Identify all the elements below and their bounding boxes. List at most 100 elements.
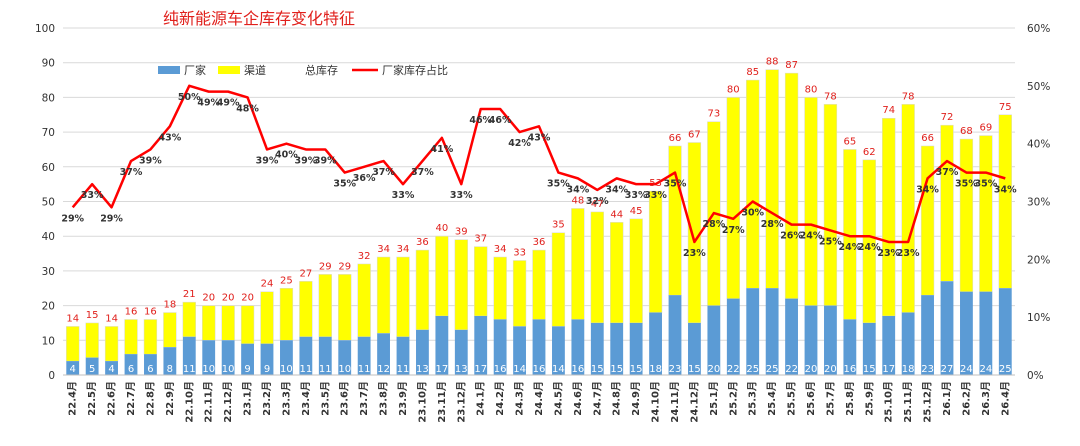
ratio-label: 37%: [372, 167, 395, 178]
bar-factory: [590, 322, 604, 375]
bar-channel: [746, 79, 760, 289]
x-tick-label: 25.8月: [844, 381, 856, 416]
total-label: 62: [863, 147, 876, 158]
y-left-tick-label: 90: [42, 58, 55, 70]
bar-channel: [998, 114, 1012, 289]
factory-label: 15: [863, 364, 876, 375]
y-left-tick-label: 30: [42, 266, 55, 278]
ratio-label: 33%: [625, 190, 648, 201]
y-axis-right: 0% 10% 20% 30% 40% 50% 60%: [1027, 23, 1050, 382]
factory-label: 23: [669, 364, 682, 375]
legend-label-factory: 厂家: [184, 63, 206, 77]
total-label: 25: [280, 275, 293, 286]
x-tick-label: 24.7月: [591, 381, 603, 416]
factory-label: 16: [494, 364, 507, 375]
factory-label: 17: [474, 364, 487, 375]
bar-factory: [338, 340, 352, 375]
ratio-line: [71, 84, 1006, 244]
factory-label: 22: [727, 364, 740, 375]
bar-factory: [726, 298, 740, 375]
bars: [66, 69, 1012, 375]
y-left-tick-label: 20: [42, 301, 55, 313]
bar-channel: [163, 312, 177, 348]
ratio-label: 23%: [877, 248, 900, 259]
bar-factory: [843, 319, 857, 375]
bar-factory: [862, 322, 876, 375]
bar-factory: [921, 295, 934, 375]
bar-channel: [532, 249, 546, 320]
factory-label: 16: [843, 364, 856, 375]
y-axis-left: 0 10 20 30 40 50 60 70 80 90 100: [35, 23, 55, 382]
y-left-tick-label: 50: [42, 197, 55, 209]
factory-label: 9: [244, 364, 250, 375]
bar-channel: [590, 211, 604, 324]
bar-factory: [629, 322, 643, 375]
ratio-label: 24%: [858, 242, 881, 253]
ratio-label: 29%: [61, 213, 84, 224]
total-label: 14: [105, 313, 118, 324]
legend-label-total: 总库存: [305, 63, 338, 77]
ratio-label: 35%: [974, 179, 997, 190]
y-right-tick-label: 10%: [1027, 312, 1050, 324]
factory-label: 11: [319, 364, 332, 375]
bar-factory: [241, 343, 254, 375]
bar-channel: [454, 239, 468, 331]
factory-label: 11: [299, 364, 312, 375]
ratio-label: 32%: [586, 196, 609, 207]
ratio-label: 36%: [353, 173, 376, 184]
x-tick-label: 24.4月: [533, 381, 545, 416]
ratio-label: 42%: [508, 138, 531, 149]
bar-channel: [85, 322, 99, 358]
y-left-tick-label: 40: [42, 231, 55, 243]
x-tick-label: 22.8月: [144, 381, 156, 416]
total-label: 37: [474, 234, 487, 245]
factory-label: 11: [397, 364, 410, 375]
x-tick-label: 26.2月: [960, 381, 972, 416]
ratio-label: 35%: [955, 179, 978, 190]
ratio-label: 34%: [916, 184, 939, 195]
bar-factory: [765, 288, 779, 375]
ratio-label: 35%: [547, 179, 570, 190]
total-label: 16: [144, 306, 157, 317]
total-label: 40: [435, 223, 448, 234]
bar-channel: [571, 208, 585, 320]
bar-factory: [552, 326, 565, 375]
x-tick-label: 24.10月: [650, 381, 662, 423]
ratio-label: 50%: [178, 92, 201, 103]
x-tick-label: 23.11月: [436, 381, 448, 423]
bar-channel: [512, 260, 527, 327]
factory-label: 16: [571, 364, 584, 375]
factory-label: 17: [435, 364, 448, 375]
y-right-tick-label: 30%: [1027, 197, 1050, 209]
factory-label: 20: [824, 364, 837, 375]
bar-factory: [144, 354, 157, 375]
ratio-label: 49%: [217, 98, 240, 109]
ratio-label: 37%: [936, 167, 959, 178]
bar-factory: [532, 319, 546, 375]
x-tick-label: 22.4月: [67, 381, 79, 416]
bar-factory: [124, 354, 138, 375]
factory-label: 13: [455, 364, 468, 375]
x-tick-label: 24.2月: [494, 381, 506, 416]
ratio-label: 35%: [664, 179, 687, 190]
total-label: 65: [843, 136, 856, 147]
factory-label: 18: [902, 364, 915, 375]
x-tick-label: 24.9月: [630, 381, 642, 416]
ratio-label: 24%: [838, 242, 861, 253]
factory-label: 18: [649, 364, 662, 375]
ratio-label: 30%: [741, 208, 764, 219]
total-label: 20: [241, 293, 254, 304]
total-label: 80: [805, 84, 818, 95]
total-label: 35: [552, 220, 565, 231]
factory-label: 16: [533, 364, 546, 375]
x-tick-label: 23.10月: [416, 381, 428, 423]
bar-factory: [163, 347, 177, 375]
x-tick-label: 25.11月: [902, 381, 914, 423]
factory-label: 14: [513, 364, 526, 375]
bar-factory: [66, 361, 80, 375]
ratio-label: 46%: [469, 115, 492, 126]
bar-channel: [551, 232, 566, 327]
ratio-label: 28%: [761, 219, 784, 230]
bar-channel: [279, 288, 294, 341]
total-label: 69: [979, 123, 992, 134]
